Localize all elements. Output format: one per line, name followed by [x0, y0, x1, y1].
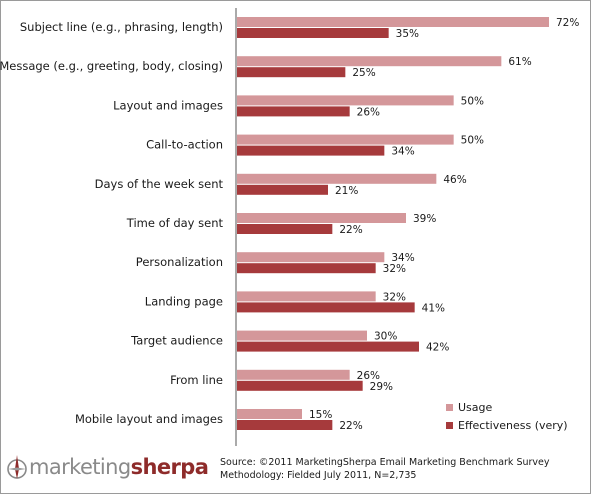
category-label: Target audience: [130, 334, 223, 348]
effectiveness-value-label: 35%: [396, 28, 419, 40]
usage-value-label: 34%: [391, 252, 414, 264]
effectiveness-value-label: 26%: [357, 106, 380, 118]
usage-value-label: 46%: [443, 174, 466, 186]
effectiveness-bar: [237, 224, 333, 234]
logo-word-sherpa: sherpa: [130, 455, 209, 479]
effectiveness-value-label: 42%: [426, 342, 449, 354]
effectiveness-bar: [237, 184, 328, 195]
usage-bar: [237, 291, 376, 302]
logo-wordmark: marketingsherpa: [29, 452, 209, 482]
legend-swatch: [446, 404, 453, 411]
category-label: Landing page: [145, 294, 223, 308]
effectiveness-bar: [237, 263, 376, 274]
category-label: Call-to-action: [146, 138, 223, 152]
effectiveness-value-label: 32%: [383, 263, 406, 275]
source-line: Source: ©2011 MarketingSherpa Email Mark…: [220, 457, 550, 468]
effectiveness-value-label: 22%: [339, 420, 362, 432]
legend-label: Usage: [458, 401, 493, 414]
category-label: Time of day sent: [126, 216, 224, 230]
legend-swatch: [446, 422, 453, 429]
compass-icon: [7, 455, 27, 479]
usage-value-label: 26%: [357, 370, 380, 382]
usage-bar: [237, 95, 454, 106]
usage-value-label: 72%: [556, 17, 579, 29]
usage-bar: [237, 17, 549, 27]
category-label: Subject line (e.g., phrasing, length): [20, 20, 223, 34]
usage-value-label: 32%: [383, 291, 406, 303]
effectiveness-bar: [237, 145, 385, 156]
marketingsherpa-logo: marketingsherpa: [6, 452, 209, 482]
usage-bar: [237, 213, 406, 223]
category-label: Days of the week sent: [95, 177, 224, 191]
category-label: Layout and images: [113, 98, 223, 112]
category-label: From line: [170, 373, 223, 387]
effectiveness-value-label: 21%: [335, 185, 358, 197]
effectiveness-bar: [237, 302, 415, 313]
usage-value-label: 30%: [374, 331, 397, 343]
usage-value-label: 50%: [461, 135, 484, 147]
effectiveness-bar: [237, 28, 389, 38]
effectiveness-value-label: 22%: [339, 224, 362, 236]
category-label: Message (e.g., greeting, body, closing): [0, 59, 223, 73]
usage-bar: [237, 330, 367, 341]
usage-value-label: 39%: [413, 213, 436, 225]
legend: Usage Effectiveness (very): [446, 401, 568, 432]
usage-bar: [237, 173, 437, 184]
effectiveness-bar: [237, 380, 363, 391]
methodology-line: Methodology: Fielded July 2011, N=2,735: [220, 470, 417, 481]
source-note: Source: ©2011 MarketingSherpa Email Mark…: [220, 456, 550, 482]
effectiveness-value-label: 41%: [422, 302, 445, 314]
effectiveness-bar: [237, 106, 350, 117]
usage-bar: [237, 252, 385, 263]
effectiveness-value-label: 34%: [391, 146, 414, 158]
usage-bar: [237, 369, 350, 380]
category-label: Personalization: [136, 255, 223, 269]
usage-value-label: 15%: [309, 409, 332, 421]
usage-bar: [237, 409, 302, 419]
usage-bar: [237, 134, 454, 145]
usage-value-label: 61%: [508, 56, 531, 68]
effectiveness-bar: [237, 341, 419, 352]
usage-value-label: 50%: [461, 95, 484, 107]
effectiveness-bar: [237, 420, 333, 430]
effectiveness-value-label: 29%: [370, 381, 393, 393]
effectiveness-bar: [237, 67, 346, 78]
usage-bar: [237, 56, 502, 67]
category-label: Mobile layout and images: [75, 412, 223, 426]
effectiveness-value-label: 25%: [352, 67, 375, 79]
legend-label: Effectiveness (very): [458, 419, 568, 432]
logo-word-marketing: marketing: [29, 455, 131, 479]
